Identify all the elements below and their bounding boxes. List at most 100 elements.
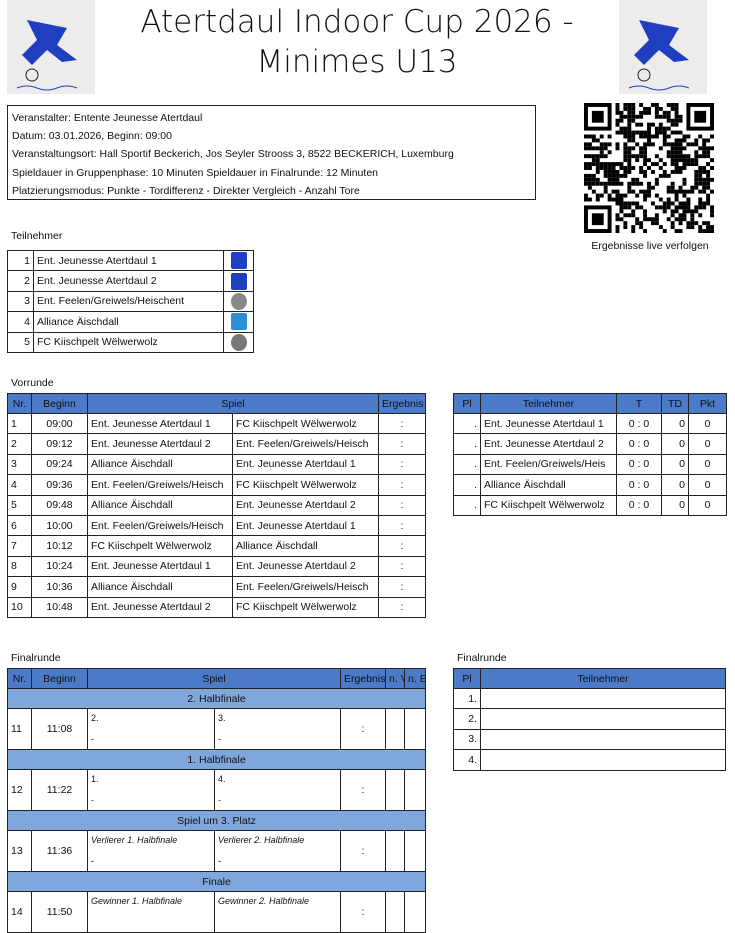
match-nr: 8 (7, 555, 32, 578)
participant-number: 4 (7, 311, 34, 333)
round-title: 2. Halbfinale (6, 688, 427, 709)
match-row: 9 10:36 Alliance Äischdall Ent. Feelen/Grei… (7, 576, 427, 598)
team-name: FC Kiischpelt Wëlwerwolz (480, 494, 617, 516)
match-time: 10:48 (31, 596, 88, 618)
participants-table: 1 Ent. Jeunesse Atertdaul 1 2 Ent. Jeunesse… (7, 249, 254, 353)
penalties (404, 830, 427, 872)
team-logo-icon (223, 331, 254, 353)
participants-label: Teilnehmer (11, 230, 63, 242)
extra-time (385, 708, 406, 750)
ranking-row: 1. (453, 687, 726, 710)
final-ranking-table: Pl Teilnehmer 1. 2. 3. 4. (453, 668, 726, 771)
away-team: Ent. Jeunesse Atertdaul 1 (231, 453, 380, 476)
participant-name: Ent. Jeunesse Atertdaul 1 (33, 249, 224, 272)
match-time: 10:36 (31, 576, 88, 598)
away-team: Ent. Feelen/Greiwels/Heisch (231, 433, 380, 455)
header-ergebnis: Ergebnis (340, 668, 387, 689)
points: 0 (688, 474, 727, 496)
match-result: : (340, 708, 387, 750)
participant-name: Alliance Äischdall (33, 311, 224, 333)
match-result: : (378, 514, 427, 537)
place: 2. (453, 708, 481, 730)
place: 4. (453, 749, 481, 771)
final-match-row: 14 11:50 Gewinner 1. Halbfinale Gewinner 2.… (7, 891, 427, 933)
match-time: 10:24 (31, 555, 88, 578)
team-logo-icon (223, 290, 254, 313)
match-nr: 6 (7, 514, 32, 537)
goals: 0 : 0 (616, 474, 662, 496)
participant-number: 1 (7, 249, 34, 272)
match-nr: 3 (7, 453, 32, 476)
away-team: - (218, 795, 221, 805)
home-slot: 2. - (87, 708, 215, 750)
team-name (480, 728, 726, 751)
match-time: 09:00 (31, 412, 88, 435)
home-team: Alliance Äischdall (87, 453, 233, 476)
match-nr: 7 (7, 535, 32, 557)
participant-number: 5 (7, 331, 34, 353)
participant-number: 3 (7, 290, 34, 313)
header-ergebnis: Ergebnis (378, 393, 427, 414)
header-pl: Pl (453, 668, 481, 689)
header-beginn: Beginn (31, 668, 88, 689)
home-team: Ent. Feelen/Greiwels/Heisch (87, 514, 233, 537)
home-seed: Verlierer 1. Halbfinale (91, 835, 178, 845)
place: . (453, 494, 481, 516)
round-title: Finale (6, 871, 427, 892)
home-team: Ent. Jeunesse Atertdaul 1 (87, 412, 233, 435)
away-slot: 4. - (213, 769, 342, 811)
home-slot: 1. - (87, 769, 215, 811)
match-nr: 9 (7, 576, 32, 598)
goals: 0 : 0 (616, 433, 662, 455)
standings-header: Pl (453, 393, 481, 414)
points: 0 (688, 494, 727, 516)
home-seed: 1. (91, 774, 99, 784)
final-ranking-label: Finalrunde (457, 652, 507, 664)
match-row: 5 09:48 Alliance Äischdall Ent. Jeunesse At… (7, 494, 427, 516)
team-name: Alliance Äischdall (480, 474, 617, 496)
final-match-row: 11 11:08 2. - 3. -: (7, 708, 427, 750)
qr-code[interactable] (583, 103, 715, 233)
round-header: Finale (6, 871, 427, 892)
goal-difference: 0 (661, 412, 689, 435)
away-slot: Verlierer 2. Halbfinale - (213, 830, 342, 872)
header-ne: n. E. (404, 668, 427, 689)
home-team: - (91, 734, 94, 744)
venue: Veranstaltungsort: Hall Sportif Beckeric… (12, 148, 454, 161)
team-logo-icon (223, 249, 254, 272)
match-row: 6 10:00 Ent. Feelen/Greiwels/Heisch Ent. Je… (7, 514, 427, 537)
away-team: FC Kiischpelt Wëlwerwolz (231, 596, 380, 618)
home-team: - (91, 795, 94, 805)
header-spiel: Spiel (86, 393, 380, 414)
match-row: 2 09:12 Ent. Jeunesse Atertdaul 2 Ent. Feel… (7, 433, 427, 455)
away-slot: Gewinner 2. Halbfinale (213, 891, 342, 933)
away-team: Alliance Äischdall (231, 535, 380, 557)
match-nr: 4 (7, 474, 32, 496)
participant-number: 2 (7, 270, 34, 292)
match-nr: 2 (7, 433, 32, 455)
match-result: : (378, 433, 427, 455)
header-beginn: Beginn (31, 393, 88, 414)
header-nv: n. V. (385, 668, 406, 689)
match-nr: 5 (7, 494, 32, 516)
finalrunde-label: Finalrunde (11, 652, 61, 664)
away-team: FC Kiischpelt Wëlwerwolz (231, 474, 380, 496)
match-result: : (340, 830, 387, 872)
date: Datum: 03.01.2026, Beginn: 09:00 (12, 130, 172, 143)
participant-row: 2 Ent. Jeunesse Atertdaul 2 (7, 270, 254, 292)
home-team: Alliance Äischdall (87, 494, 233, 516)
final-match-row: 12 11:22 1. - 4. -: (7, 769, 427, 811)
away-seed: Verlierer 2. Halbfinale (218, 835, 305, 845)
team-name (480, 749, 726, 771)
ranking-mode: Platzierungsmodus: Punkte - Tordifferenz… (12, 184, 360, 197)
round-header: Spiel um 3. Platz (6, 810, 427, 831)
away-seed: 3. (218, 713, 226, 723)
match-time: 11:08 (31, 708, 88, 750)
match-row: 1 09:00 Ent. Jeunesse Atertdaul 1 FC Kiisch… (7, 412, 427, 435)
team-logo-icon (223, 270, 254, 292)
away-seed: Gewinner 2. Halbfinale (218, 896, 310, 906)
goal-difference: 0 (661, 494, 689, 516)
match-duration: Spieldauer in Gruppenphase: 10 Minuten S… (12, 166, 378, 179)
match-time: 11:50 (31, 891, 88, 933)
